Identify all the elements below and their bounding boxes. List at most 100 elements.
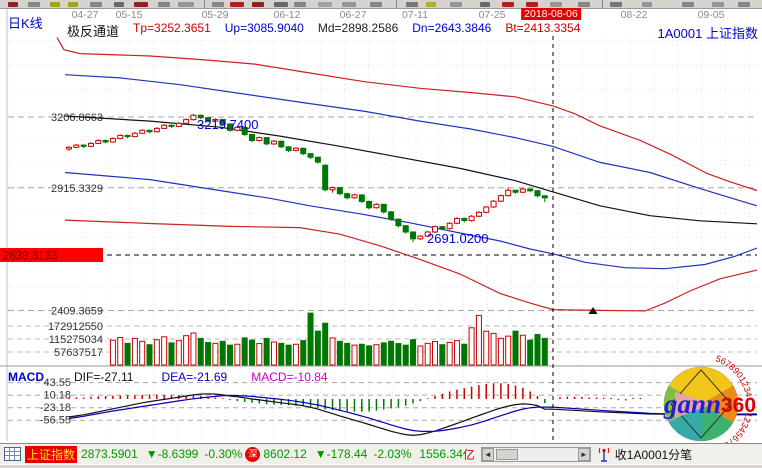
toolbar-icon-fragment[interactable] <box>342 2 356 7</box>
toolbar-icon-fragment[interactable] <box>426 2 436 7</box>
shenzhen-change-pct: -2.03% <box>373 447 412 461</box>
toolbar-icon-fragment[interactable] <box>682 2 694 7</box>
shenzhen-exchange-icon[interactable]: 深 <box>245 446 261 462</box>
toolbar-icon-fragment[interactable] <box>252 2 264 7</box>
toolbar-icon-fragment[interactable] <box>526 2 538 7</box>
toolbar-icon-fragment[interactable] <box>90 2 102 7</box>
volume-bar-down <box>322 322 329 366</box>
toolbar-icon-fragment[interactable] <box>68 2 78 7</box>
scrollbar-track[interactable] <box>518 449 578 460</box>
volume-bar-up <box>329 337 336 366</box>
candle-down <box>314 156 321 163</box>
volume-bar-up <box>351 344 358 366</box>
toolbar-icon-fragment[interactable] <box>212 2 224 7</box>
volume-bar-down <box>314 330 321 366</box>
channel-param-value: Tp=3252.3651 <box>133 21 211 35</box>
toolbar-icon-fragment[interactable] <box>178 2 194 7</box>
channel-line-bt <box>64 219 758 312</box>
channel-line-tp <box>56 37 758 192</box>
toolbar-icon-fragment[interactable] <box>550 2 562 7</box>
current-date-label: 2018-08-06 <box>521 8 581 20</box>
volume-bar-down <box>227 344 234 366</box>
volume-bar-down <box>388 340 395 366</box>
candle-up <box>519 188 526 193</box>
volume-bar-up <box>183 335 190 366</box>
channel-param-value: Dn=2643.3846 <box>412 21 492 35</box>
toolbar-icon-fragment[interactable] <box>578 2 590 7</box>
volume-bar-up <box>131 337 138 366</box>
channel-line-md <box>64 115 758 225</box>
volume-bar-down <box>410 339 417 366</box>
volume-bar-down <box>263 337 270 366</box>
feed-status-text: 收1A0001分笔 <box>614 447 693 462</box>
date-tick-label: 05-15 <box>115 9 143 21</box>
volume-bar-down <box>300 340 307 366</box>
candle-down <box>300 147 307 155</box>
toolbar-icon-fragment[interactable] <box>50 2 60 7</box>
toolbar-icon-fragment[interactable] <box>28 2 40 7</box>
symbol-name: 上证指数 <box>705 26 758 41</box>
toolbar-icon-fragment[interactable] <box>294 2 306 7</box>
toolbar-icon-fragment[interactable] <box>642 2 652 7</box>
candle-up <box>270 140 277 145</box>
volume-bar-down <box>249 339 255 366</box>
scrollbar-thumb[interactable] <box>495 448 518 460</box>
candle-up <box>117 134 124 140</box>
toolbar-icon-fragment[interactable] <box>230 2 244 7</box>
toolbar-icon-fragment[interactable] <box>318 2 332 7</box>
toolbar-icon-fragment[interactable] <box>114 2 124 7</box>
indicator-name: 极反通道 <box>67 24 120 39</box>
candle-up <box>131 132 138 138</box>
candle-up <box>175 122 182 127</box>
toolbar-icon-fragment[interactable] <box>480 2 490 7</box>
candle-down <box>322 164 329 191</box>
volume-bar-up <box>190 332 197 366</box>
volume-bar-up <box>117 336 124 366</box>
volume-bar-up <box>256 343 263 366</box>
macd-axis-label: 43.55 <box>43 377 71 389</box>
toolbar-icon-fragment[interactable] <box>8 2 18 7</box>
candle-down <box>124 134 131 138</box>
horizontal-scrollbar[interactable]: ◄ ► <box>480 446 591 462</box>
toolbar-icon-fragment[interactable] <box>502 2 514 7</box>
scroll-right-button[interactable]: ► <box>577 447 590 461</box>
volume-bar-down <box>219 340 226 366</box>
toolbar-icon-fragment[interactable] <box>134 2 148 7</box>
toolbar-icon-fragment[interactable] <box>738 2 750 7</box>
volume-bar-up <box>453 340 460 366</box>
date-tick-label: 07-25 <box>478 9 506 21</box>
candle-up <box>234 126 241 131</box>
volume-bar-down <box>395 343 402 366</box>
volume-axis-label: 172912550 <box>48 321 103 333</box>
toolbar-icon-fragment[interactable] <box>158 2 170 7</box>
macd-axis-label: -23.18 <box>40 402 71 414</box>
toolbar-icon-fragment[interactable] <box>406 2 418 7</box>
indicator-params: Tp=3252.3651 Up=3085.9040 Md=2898.2586 Dn=2… <box>133 21 594 36</box>
index-name-badge[interactable]: 上证指数 <box>25 445 78 463</box>
shenzhen-index-price: 8602.12 <box>263 447 307 461</box>
candle-down <box>278 140 285 148</box>
toolbar-icon-fragment[interactable] <box>712 2 724 7</box>
volume-bar-up <box>161 336 168 366</box>
candle-down <box>380 203 387 213</box>
macd-header: MACD DIF=-27.11 DEA=-21.69 MACD=-10.84 <box>8 370 328 384</box>
toolbar-icon-fragment[interactable] <box>450 2 462 7</box>
toolbar-icon-fragment[interactable] <box>610 2 622 7</box>
scroll-left-button[interactable]: ◄ <box>481 447 494 461</box>
toolbar-icon-fragment[interactable] <box>370 2 382 7</box>
candle-up <box>183 119 190 124</box>
candle-up <box>161 124 168 129</box>
volume-bar-up <box>497 337 504 366</box>
volume-bar-down <box>197 337 204 366</box>
candle-up <box>468 215 475 222</box>
volume-bar-up <box>483 330 490 366</box>
candle-down <box>307 153 314 158</box>
date-tick-label: 07-11 <box>401 9 429 21</box>
candle-up <box>153 127 160 133</box>
quote-table-icon[interactable] <box>4 447 21 461</box>
candle-up <box>256 137 263 142</box>
volume-bar-up <box>468 327 475 366</box>
toolbar-icon-fragment[interactable] <box>274 2 288 7</box>
